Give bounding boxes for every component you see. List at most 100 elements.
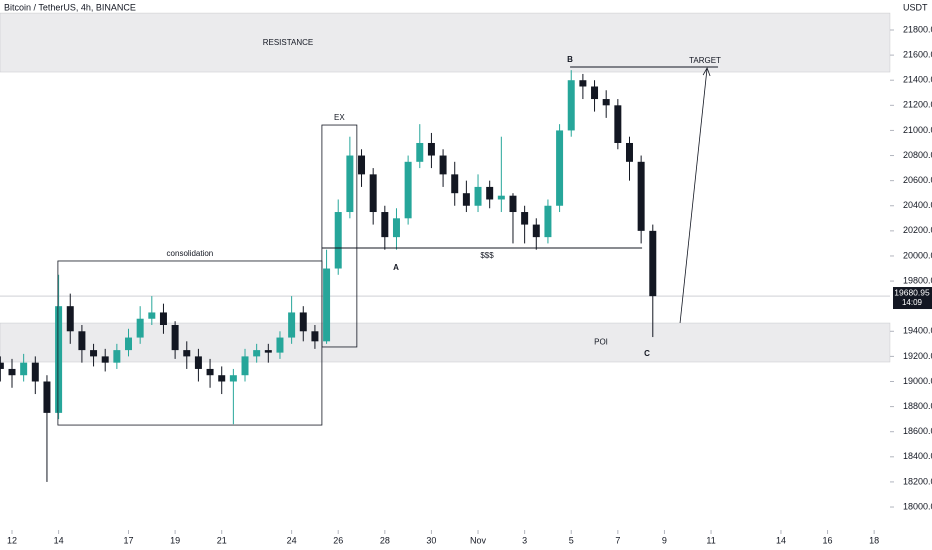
candle-body xyxy=(90,350,98,357)
y-tick-label: 18800.00 xyxy=(903,401,932,411)
candle-body xyxy=(299,312,307,332)
candle-body xyxy=(602,99,610,106)
candle-body xyxy=(78,331,86,351)
candle-body xyxy=(486,186,494,200)
zone xyxy=(0,12,891,73)
point-label: B xyxy=(567,55,573,64)
y-tick-label: 20200.00 xyxy=(903,225,932,235)
x-tick-label: 24 xyxy=(287,535,297,545)
candle-body xyxy=(358,155,366,175)
x-tick-label: Nov xyxy=(470,535,487,545)
candle-body xyxy=(311,331,319,342)
price-label-box xyxy=(893,287,932,310)
candle-body xyxy=(591,86,599,100)
currency: USDT xyxy=(903,2,928,12)
y-tick-label: 18400.00 xyxy=(903,451,932,461)
y-tick-label: 21800.00 xyxy=(903,24,932,34)
candle-body xyxy=(381,212,389,238)
point-label: A xyxy=(393,263,399,272)
candle-body xyxy=(392,218,400,238)
countdown: 14:09 xyxy=(902,298,923,307)
candle-body xyxy=(532,224,540,238)
candle-body xyxy=(125,337,133,351)
x-tick-label: 16 xyxy=(823,535,833,545)
candle-body xyxy=(0,362,4,369)
candle-body xyxy=(43,381,51,413)
box-label: EX xyxy=(334,113,345,122)
point-label: C xyxy=(644,349,650,358)
candle-body xyxy=(334,212,342,269)
arrow xyxy=(679,67,708,324)
candle-body xyxy=(148,312,156,319)
candle-body xyxy=(229,375,237,382)
y-tick-label: 20600.00 xyxy=(903,175,932,185)
x-tick-label: 11 xyxy=(706,535,715,545)
candle-body xyxy=(579,80,587,87)
chart-title: Bitcoin / TetherUS, 4h, BINANCE xyxy=(4,2,136,12)
candle-body xyxy=(369,174,377,213)
candle-body xyxy=(31,362,39,382)
candle-body xyxy=(404,161,412,219)
zone-label: POI xyxy=(594,338,608,347)
candle-body xyxy=(427,142,435,156)
y-tick-label: 19000.00 xyxy=(903,376,932,386)
candle-body xyxy=(206,368,214,376)
y-tick-label: 20800.00 xyxy=(903,150,932,160)
level-label: TARGET xyxy=(689,56,721,65)
candle-body xyxy=(55,306,63,413)
x-tick-label: 21 xyxy=(217,535,227,545)
x-tick-label: 14 xyxy=(54,535,64,545)
y-tick-label: 20400.00 xyxy=(903,200,932,210)
y-tick-label: 19200.00 xyxy=(903,351,932,361)
x-tick-label: 5 xyxy=(569,535,574,545)
candle-body xyxy=(637,161,645,231)
candle-body xyxy=(625,142,633,162)
candle-body xyxy=(8,368,16,376)
candle-body xyxy=(649,230,657,297)
candle-body xyxy=(66,306,74,332)
candle-body xyxy=(194,356,202,369)
candle-body xyxy=(509,195,517,213)
zone xyxy=(0,322,891,363)
x-tick-label: 26 xyxy=(333,535,343,545)
x-tick-label: 7 xyxy=(615,535,620,545)
level-label: $$$ xyxy=(480,251,494,260)
current-price: 19680.95 xyxy=(894,287,930,297)
y-tick-label: 21200.00 xyxy=(903,100,932,110)
y-tick-label: 18000.00 xyxy=(903,501,932,511)
y-tick-label: 21400.00 xyxy=(903,75,932,85)
x-tick-label: 12 xyxy=(7,535,17,545)
candle-body xyxy=(218,375,226,382)
candle-body xyxy=(614,105,622,143)
y-tick-label: 21000.00 xyxy=(903,125,932,135)
y-tick-label: 19400.00 xyxy=(903,326,932,336)
candle-body xyxy=(439,155,447,175)
y-tick-label: 19800.00 xyxy=(903,275,932,285)
candle-body xyxy=(276,337,284,353)
candle-body xyxy=(556,130,564,206)
x-tick-label: 19 xyxy=(170,535,180,545)
y-tick-label: 21600.00 xyxy=(903,49,932,59)
x-tick-label: 17 xyxy=(123,535,133,545)
x-tick-label: 3 xyxy=(522,535,527,545)
candle-body xyxy=(159,312,167,326)
x-tick-label: 18 xyxy=(869,535,879,545)
y-tick-label: 20000.00 xyxy=(903,250,932,260)
candle-body xyxy=(113,350,121,363)
box xyxy=(321,124,358,348)
candle-body xyxy=(521,212,529,225)
candle-body xyxy=(323,268,331,342)
y-tick-label: 18200.00 xyxy=(903,476,932,486)
zone-label: RESISTANCE xyxy=(263,38,314,47)
candle-body xyxy=(136,318,144,338)
arrow-head xyxy=(702,67,711,77)
candle-body xyxy=(544,205,552,238)
x-tick-label: 14 xyxy=(776,535,786,545)
candle-body xyxy=(416,142,424,162)
candle-body xyxy=(171,325,179,351)
candle-body xyxy=(462,193,470,206)
candle-body xyxy=(241,356,249,376)
candle-body xyxy=(183,350,191,357)
candle-body xyxy=(288,312,296,338)
